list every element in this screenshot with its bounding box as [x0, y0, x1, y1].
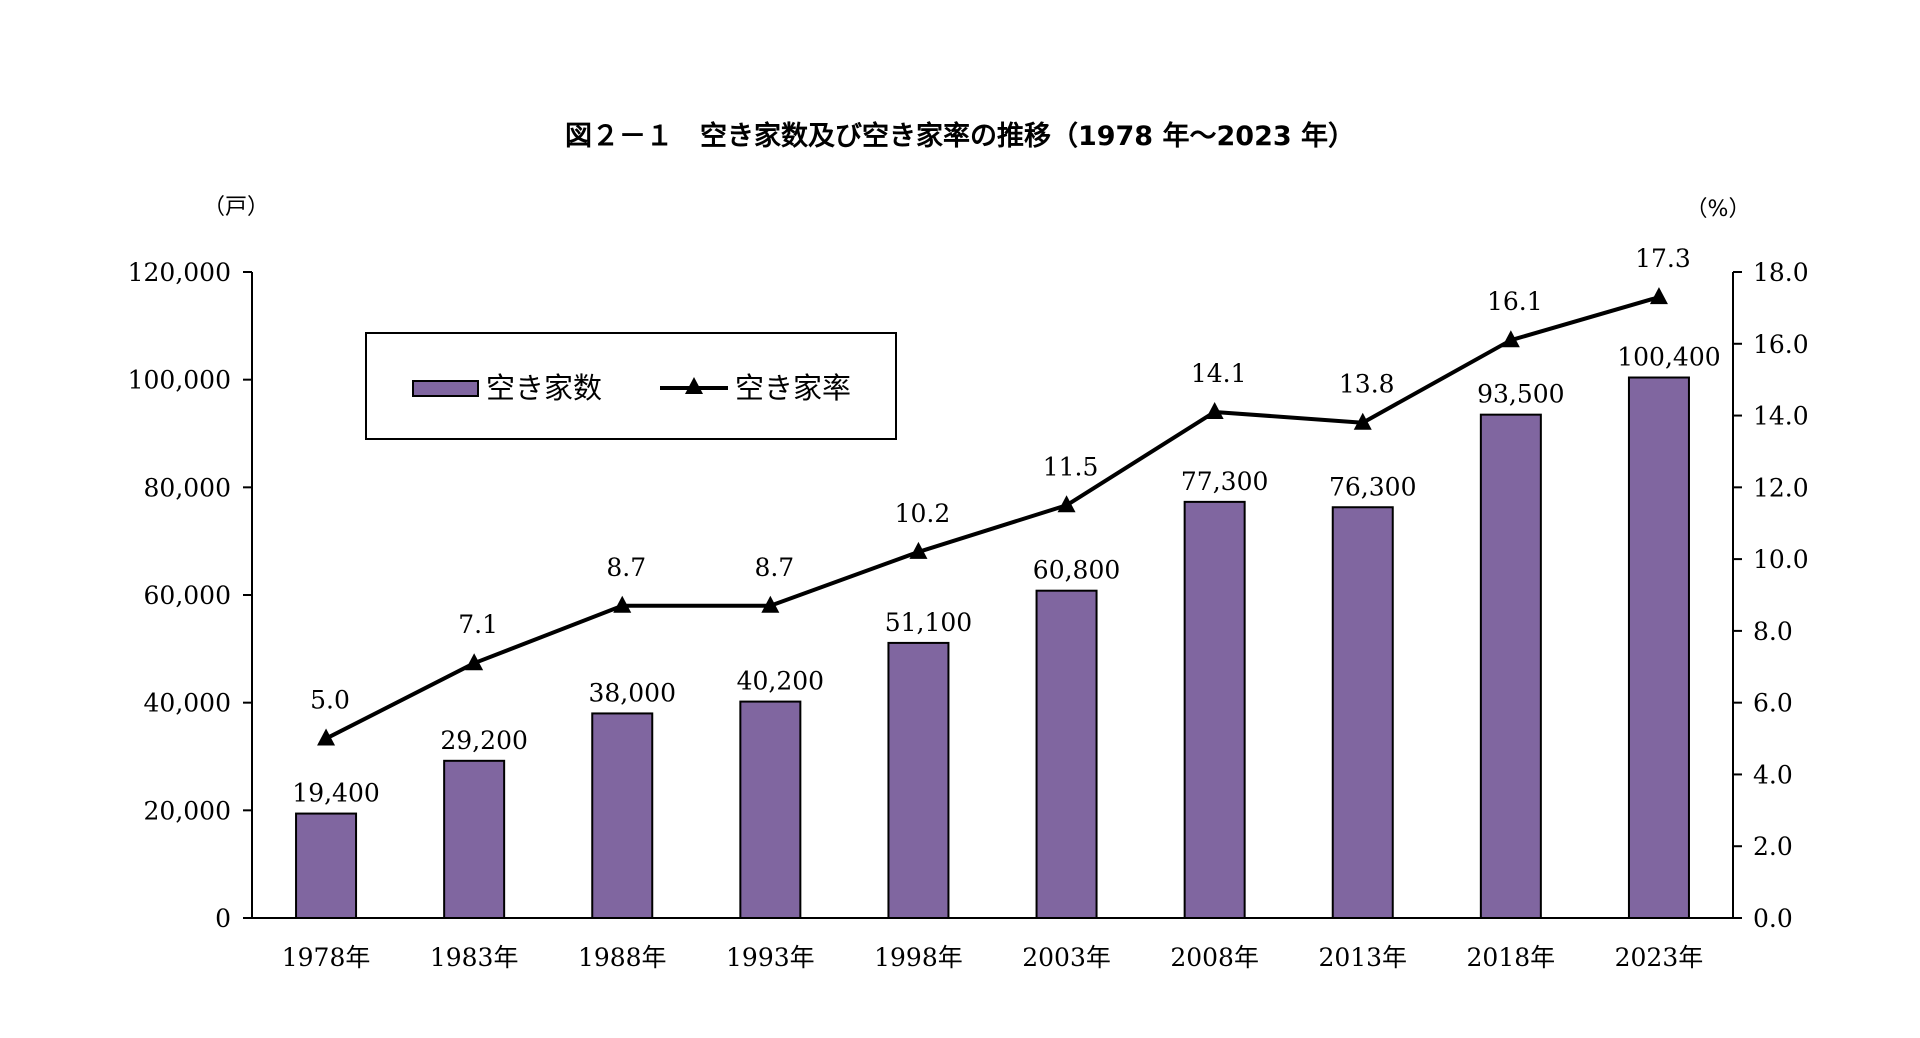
right-axis-tick-label: 0.0	[1753, 904, 1793, 933]
line-marker-triangle	[909, 541, 928, 559]
left-axis: 0 20,000 40,000 60,000 80,000 100,000 120,000	[128, 258, 253, 933]
right-axis-tick-label: 2.0	[1753, 832, 1793, 861]
left-axis-tick-label: 0	[215, 904, 231, 933]
bar-vacant-houses	[1479, 413, 1542, 919]
left-axis-tick-label: 100,000	[128, 366, 231, 395]
legend: 空き家数 空き家率	[365, 332, 897, 440]
chart-title: 図２－１ 空き家数及び空き家率の推移（1978 年～2023 年）	[565, 120, 1355, 152]
right-axis-tick-label: 14.0	[1753, 402, 1809, 431]
right-axis-tick-label: 8.0	[1753, 617, 1793, 646]
right-axis-tick-label: 10.0	[1753, 545, 1809, 574]
bar-vacant-houses	[295, 812, 358, 920]
left-axis-tick-label: 60,000	[144, 581, 231, 610]
left-axis-tick-label: 40,000	[144, 689, 231, 718]
line-marker-triangle	[1057, 495, 1076, 513]
bar-vacant-houses	[1035, 589, 1098, 920]
bar-data-label: 38,000	[589, 678, 676, 707]
bar-data-label: 40,200	[737, 667, 824, 696]
line-marker-triangle	[761, 595, 780, 613]
line-data-label: 7.1	[458, 610, 498, 639]
line-data-label: 13.8	[1339, 370, 1395, 399]
x-axis-tick-label: 2018年	[1467, 943, 1556, 972]
left-axis-tick-label: 80,000	[144, 473, 231, 502]
bar-data-label: 29,200	[440, 726, 527, 755]
line-data-label: 5.0	[310, 686, 350, 715]
legend-marker-vacancy-rate	[685, 377, 703, 394]
x-axis-tick-label: 1978年	[282, 943, 371, 972]
bar-data-label: 77,300	[1181, 467, 1268, 496]
legend-label-vacant-houses: 空き家数	[486, 371, 602, 405]
right-axis-tick-label: 12.0	[1753, 473, 1809, 502]
line-data-label: 17.3	[1635, 244, 1691, 273]
left-axis-unit-label: （戸）	[203, 195, 269, 220]
x-axis-tick-label: 1988年	[578, 943, 667, 972]
line-data-label: 8.7	[754, 553, 794, 582]
bar-data-label: 51,100	[885, 608, 972, 637]
left-axis-tick-label: 20,000	[144, 796, 231, 825]
right-axis-unit-label: （%）	[1686, 197, 1751, 222]
x-axis-tick-label: 2003年	[1022, 943, 1111, 972]
bar-data-label: 100,400	[1617, 343, 1720, 372]
line-data-label: 16.1	[1487, 287, 1543, 316]
right-axis-tick-label: 16.0	[1753, 330, 1809, 359]
legend-label-vacancy-rate: 空き家率	[735, 371, 851, 405]
bar-vacant-houses	[1331, 506, 1394, 919]
bar-data-label: 76,300	[1329, 472, 1416, 501]
bar-vacant-houses	[443, 759, 506, 919]
x-axis-tick-label: 2023年	[1615, 943, 1704, 972]
x-axis-tick-label: 1993年	[726, 943, 815, 972]
bar-vacant-houses	[1627, 376, 1690, 920]
line-vacancy-rate	[325, 295, 1660, 741]
bar-data-label: 19,400	[292, 779, 379, 808]
legend-swatch-vacant-houses	[412, 380, 479, 397]
right-axis-tick-label: 4.0	[1753, 760, 1793, 789]
line-marker-triangle	[317, 728, 336, 746]
line-data-label: 14.1	[1191, 359, 1247, 388]
bar-vacant-houses	[739, 700, 802, 920]
bar-vacant-houses	[1183, 500, 1246, 919]
bar-vacant-houses	[591, 712, 654, 920]
bar-data-label: 93,500	[1477, 380, 1564, 409]
line-data-label: 11.5	[1043, 452, 1099, 481]
x-axis: 1978年 1983年 1988年 1993年 1998年 2003年 2008年 2013年…	[252, 917, 1733, 972]
line-marker-triangle	[1205, 401, 1224, 419]
line-marker-triangle	[613, 595, 632, 613]
x-axis-tick-label: 2008年	[1170, 943, 1259, 972]
x-axis-tick-label: 1983年	[430, 943, 519, 972]
line-marker-triangle	[1501, 330, 1520, 348]
line-data-label: 10.2	[895, 499, 951, 528]
line-series-vacancy-rate: 5.0 7.1 8.7 8.7 10.2 11.5 14.1 13.8 16.1 17.3	[310, 244, 1691, 746]
right-axis: 0.0 2.0 4.0 6.0 8.0 10.0 12.0 14.0 16.0 18.0	[1732, 258, 1809, 933]
bar-vacant-houses	[887, 641, 950, 920]
x-axis-tick-label: 2013年	[1318, 943, 1407, 972]
bar-data-label: 60,800	[1033, 556, 1120, 585]
x-axis-tick-label: 1998年	[874, 943, 963, 972]
right-axis-tick-label: 18.0	[1753, 258, 1809, 287]
line-marker-triangle	[1353, 412, 1372, 430]
line-marker-triangle	[465, 653, 484, 671]
right-axis-tick-label: 6.0	[1753, 689, 1793, 718]
line-marker-triangle	[1649, 287, 1668, 305]
line-data-label: 8.7	[606, 553, 646, 582]
left-axis-tick-label: 120,000	[128, 258, 231, 287]
